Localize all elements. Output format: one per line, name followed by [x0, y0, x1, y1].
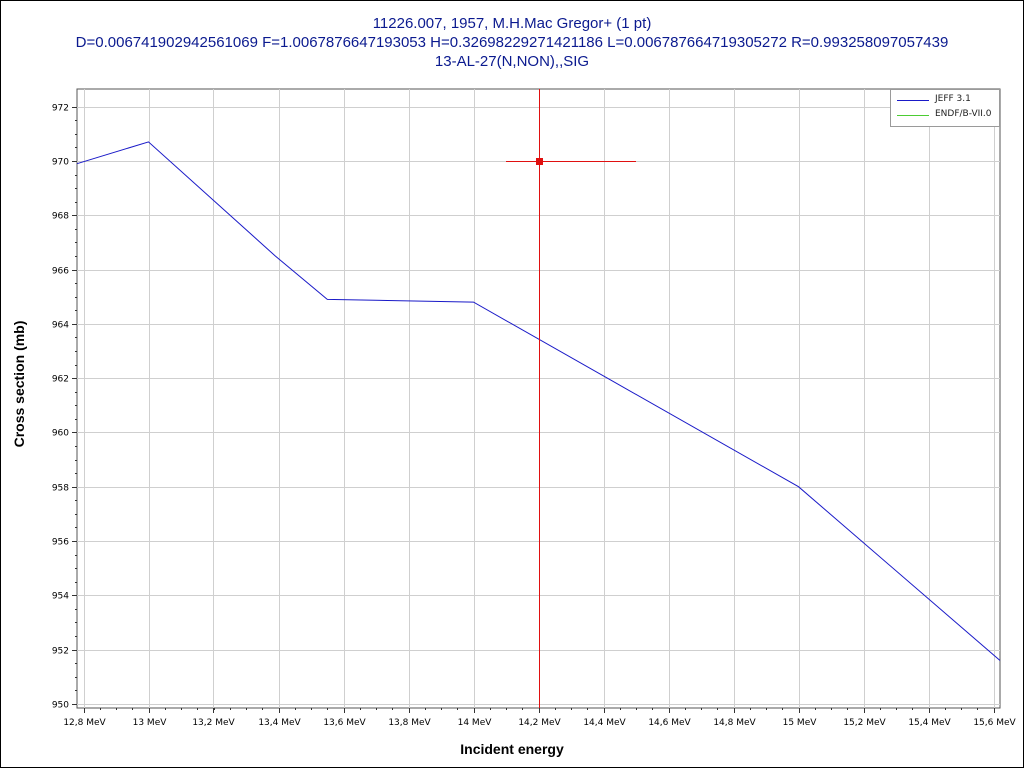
x-tick-label: 13,8 MeV	[388, 718, 431, 728]
series-line-0	[76, 141, 1001, 661]
x-tick-label: 13,6 MeV	[323, 718, 366, 728]
x-tick-label: 15,4 MeV	[908, 718, 951, 728]
x-tick-label: 15,6 MeV	[973, 718, 1016, 728]
x-tick-label: 14,6 MeV	[648, 718, 691, 728]
x-tick-label: 13 MeV	[133, 718, 168, 728]
y-tick-label: 960	[52, 429, 69, 439]
plot-area	[76, 88, 1001, 709]
title-line-1: 11226.007, 1957, M.H.Mac Gregor+ (1 pt)	[372, 15, 652, 32]
y-tick-label: 954	[52, 592, 69, 602]
measurement-point	[536, 158, 543, 165]
legend-swatch-endf	[897, 115, 929, 116]
x-tick-label: 12,8 MeV	[63, 718, 106, 728]
legend-item-jeff[interactable]: JEFF 3.1	[891, 93, 999, 107]
x-tick-label: 14,4 MeV	[583, 718, 626, 728]
x-tick-label: 14,2 MeV	[518, 718, 561, 728]
legend: JEFF 3.1 ENDF/B-VII.0	[890, 89, 1000, 127]
y-tick-label: 972	[52, 104, 69, 114]
x-tick-label: 13,4 MeV	[258, 718, 301, 728]
x-tick-label: 15,2 MeV	[843, 718, 886, 728]
y-tick-label: 964	[52, 321, 69, 331]
y-tick-label: 950	[52, 701, 69, 711]
y-axis-label: Cross section (mb)	[11, 320, 27, 448]
legend-label-jeff: JEFF 3.1	[935, 94, 971, 104]
title-line-3: 13-AL-27(N,NON),,SIG	[434, 53, 590, 70]
legend-item-endf[interactable]: ENDF/B-VII.0	[891, 108, 999, 122]
x-tick-label: 13,2 MeV	[192, 718, 235, 728]
y-tick-label: 958	[52, 484, 69, 494]
y-tick-label: 952	[52, 647, 69, 657]
x-tick-label: 14 MeV	[458, 718, 493, 728]
chart-title: 11226.007, 1957, M.H.Mac Gregor+ (1 pt) …	[0, 14, 1024, 71]
legend-swatch-jeff	[897, 100, 929, 101]
title-line-2: D=0.006741902942561069 F=1.0067876647193…	[75, 34, 949, 51]
x-tick-label: 15 MeV	[783, 718, 818, 728]
legend-label-endf: ENDF/B-VII.0	[935, 109, 992, 119]
y-tick-label: 956	[52, 538, 69, 548]
y-tick-label: 970	[52, 158, 69, 168]
x-tick-label: 14,8 MeV	[713, 718, 756, 728]
y-tick-label: 966	[52, 267, 69, 277]
y-tick-label: 962	[52, 375, 69, 385]
y-tick-label: 968	[52, 212, 69, 222]
x-axis-label: Incident energy	[460, 741, 564, 757]
